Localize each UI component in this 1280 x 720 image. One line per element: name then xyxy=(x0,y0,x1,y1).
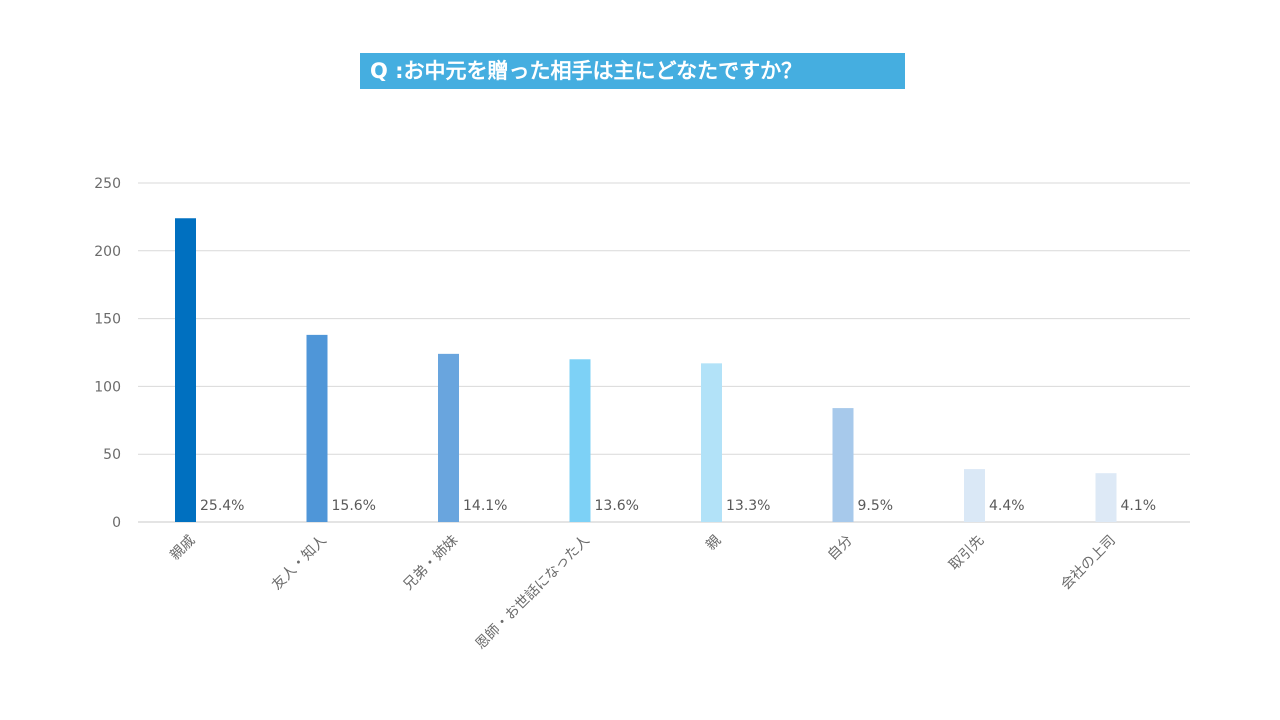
x-tick-label: 取引先 xyxy=(946,533,987,574)
bar xyxy=(569,359,591,522)
y-tick-label: 150 xyxy=(94,312,121,328)
data-labels: 25.4% 15.6% 14.1% 13.6% 13.3% 9.5% 4.4% 4.1% xyxy=(200,498,1156,514)
x-tick-label: 友人・知人 xyxy=(268,532,330,594)
x-tick-label: 親戚 xyxy=(167,533,198,564)
data-label: 15.6% xyxy=(332,498,376,514)
x-tick-label: 兄弟・姉妹 xyxy=(401,533,462,594)
x-tick-label: 自分 xyxy=(825,533,856,564)
bars xyxy=(175,218,1117,523)
y-tick-label: 0 xyxy=(112,515,121,531)
y-tick-label: 50 xyxy=(103,447,121,463)
gridlines xyxy=(138,182,1190,523)
y-tick-label: 100 xyxy=(94,379,121,395)
bar xyxy=(438,353,459,522)
y-tick-label: 250 xyxy=(94,176,121,192)
data-label: 13.6% xyxy=(595,498,639,514)
data-label: 4.4% xyxy=(989,498,1025,514)
y-tick-label: 200 xyxy=(94,244,121,260)
bar xyxy=(701,363,722,522)
x-tick-label: 親 xyxy=(703,533,724,554)
bar xyxy=(964,469,985,522)
data-label: 13.3% xyxy=(726,498,770,514)
data-label: 4.1% xyxy=(1121,498,1157,514)
bar xyxy=(175,218,196,523)
x-tick-label: 恩師・お世話になった人 xyxy=(472,532,593,653)
bar xyxy=(832,408,854,522)
data-label: 9.5% xyxy=(858,498,894,514)
data-label: 14.1% xyxy=(463,498,507,514)
bar xyxy=(306,334,328,522)
x-tick-label: 会社の上司 xyxy=(1058,533,1119,594)
y-axis: 0 50 100 150 200 250 xyxy=(94,176,121,531)
x-axis: 親戚 友人・知人 兄弟・姉妹 恩師・お世話になった人 親 自分 取引先 会社の上司 xyxy=(167,532,1119,653)
data-label: 25.4% xyxy=(200,498,244,514)
bar xyxy=(1095,473,1117,522)
chart-title: Q :お中元を贈った相手は主にどなたですか？ xyxy=(360,53,905,89)
